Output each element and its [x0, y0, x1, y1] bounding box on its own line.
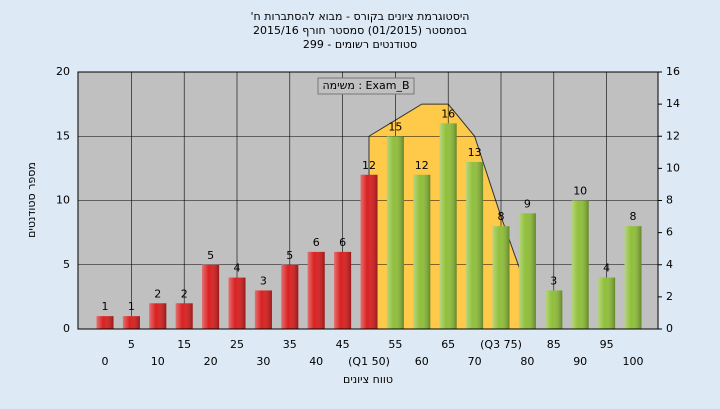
value-label: 6: [339, 236, 346, 249]
y-tick-label: 5: [63, 258, 70, 271]
x-tick-label: 40: [309, 355, 323, 368]
x-tick-label: 55: [388, 338, 402, 351]
x-tick-label: 60: [415, 355, 429, 368]
bar-shade: [334, 251, 352, 329]
y2-tick-label: 8: [666, 194, 673, 207]
x-tick-label: (Q1 50): [348, 355, 390, 368]
y-axis-label: מספר סטודנטים: [25, 162, 38, 238]
value-label: 9: [524, 197, 531, 210]
bar-shade: [254, 290, 272, 329]
x-tick-label: 65: [441, 338, 455, 351]
value-label: 12: [362, 159, 376, 172]
bar-shade: [281, 264, 299, 329]
x-tick-label: 70: [468, 355, 482, 368]
x-tick-label: 85: [547, 338, 561, 351]
title-line: 'היסטוגרמת ציונים בקורס - מבוא להסתברות …: [251, 10, 470, 23]
y2-tick-label: 12: [666, 129, 680, 142]
bar-shade: [360, 174, 378, 329]
x-tick-label: 45: [336, 338, 350, 351]
value-label: 5: [207, 249, 214, 262]
bar-shade: [202, 264, 220, 329]
bar-shade: [571, 200, 589, 329]
value-label: 12: [415, 159, 429, 172]
bar-shade: [598, 277, 616, 329]
y2-tick-label: 10: [666, 161, 680, 174]
y2-tick-label: 4: [666, 258, 673, 271]
x-tick-label: 95: [600, 338, 614, 351]
y2-tick-label: 14: [666, 97, 680, 110]
x-tick-label: 35: [283, 338, 297, 351]
x-tick-label: 0: [102, 355, 109, 368]
bar-shade: [307, 251, 325, 329]
bar-shade: [466, 161, 484, 329]
value-label: 4: [603, 262, 610, 275]
value-label: 4: [234, 262, 241, 275]
x-tick-label: 5: [128, 338, 135, 351]
x-tick-label: (Q3 75): [480, 338, 522, 351]
x-tick-label: 10: [151, 355, 165, 368]
bar-shade: [492, 226, 510, 329]
value-label: 8: [630, 210, 637, 223]
value-label: 5: [286, 249, 293, 262]
x-tick-label: 25: [230, 338, 244, 351]
y2-tick-label: 16: [666, 65, 680, 78]
value-label: 13: [468, 146, 482, 159]
bar-shade: [413, 174, 431, 329]
y-tick-label: 15: [56, 129, 70, 142]
value-label: 1: [102, 300, 109, 313]
value-label: 2: [154, 287, 161, 300]
annotation-box: [317, 77, 415, 95]
x-tick-label: 20: [204, 355, 218, 368]
y-tick-label: 0: [63, 322, 70, 335]
value-label: 6: [313, 236, 320, 249]
bar-shade: [149, 303, 167, 329]
x-tick-label: 100: [623, 355, 644, 368]
bar-shade: [439, 123, 457, 330]
bar-shade: [518, 213, 536, 329]
bar-shade: [96, 316, 114, 329]
value-label: 10: [573, 185, 587, 198]
y2-tick-label: 2: [666, 290, 673, 303]
plot-frame: [77, 71, 659, 330]
x-tick-label: 80: [520, 355, 534, 368]
bar-shade: [545, 290, 563, 329]
value-label: 15: [388, 120, 402, 133]
x-tick-label: 30: [256, 355, 270, 368]
bar-shade: [175, 303, 193, 329]
y-tick-label: 20: [56, 65, 70, 78]
y2-tick-label: 6: [666, 226, 673, 239]
value-label: 16: [441, 107, 455, 120]
bar-shade: [624, 226, 642, 329]
x-axis-label: טווח ציונים: [343, 373, 393, 386]
bar-shade: [122, 316, 140, 329]
value-label: 2: [181, 287, 188, 300]
value-label: 1: [128, 300, 135, 313]
y-tick-label: 10: [56, 194, 70, 207]
y2-tick-label: 0: [666, 322, 673, 335]
x-tick-label: 90: [573, 355, 587, 368]
x-tick-label: 15: [177, 338, 191, 351]
bar-shade: [386, 136, 404, 329]
value-label: 3: [550, 274, 557, 287]
title-line: בסמסטר (01/2015) סמסטר חורף 2015/16: [253, 24, 467, 37]
value-label: 8: [498, 210, 505, 223]
annotation: משימה : Exam_B: [322, 79, 409, 92]
title-line: סטודנטים רשומים - 299: [303, 38, 417, 51]
bar-shade: [228, 277, 246, 329]
value-label: 3: [260, 274, 267, 287]
